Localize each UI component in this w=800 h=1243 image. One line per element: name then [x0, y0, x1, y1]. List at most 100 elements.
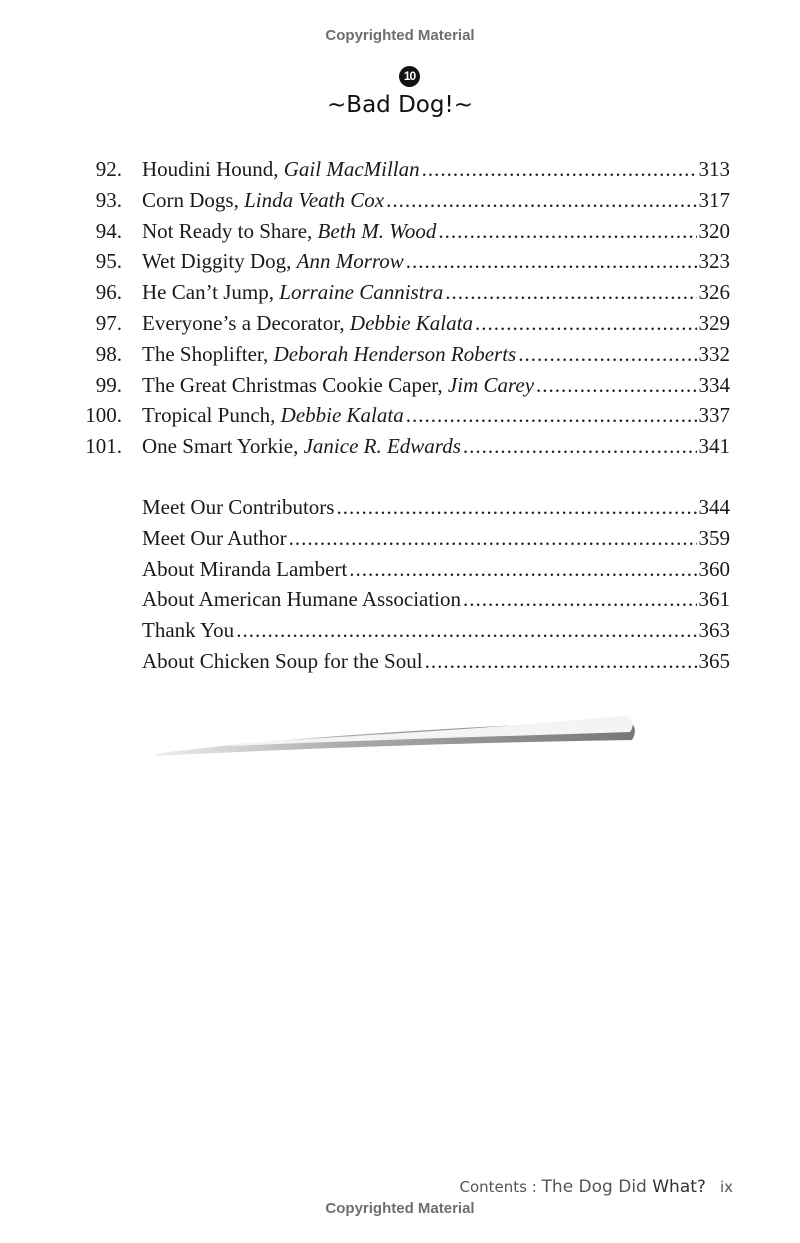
entry-title: He Can’t Jump, Lorraine Cannistra	[142, 280, 443, 305]
dot-leader	[536, 373, 696, 398]
entry-page: 337	[698, 403, 731, 428]
dot-leader	[518, 342, 696, 367]
entry-page: 361	[698, 587, 731, 612]
entry-title-text: The Great Christmas Cookie Caper,	[142, 372, 448, 397]
entry-page: 326	[698, 280, 731, 305]
entry-number: 98.	[95, 341, 122, 366]
dot-leader	[438, 219, 696, 244]
entry-page: 332	[698, 341, 731, 366]
entry-title: Not Ready to Share, Beth M. Wood	[142, 219, 436, 244]
dot-leader	[336, 495, 696, 520]
dot-leader	[236, 618, 696, 643]
entry-title-text: Houdini Hound,	[142, 157, 284, 181]
entry-number: 95.	[95, 249, 122, 274]
entry-number: 99.	[95, 372, 122, 397]
chapter-title: ~Bad Dog!~	[327, 92, 473, 118]
entry-page: 341	[698, 434, 731, 459]
toc-backmatter-entry: About American Humane Association 361	[80, 587, 730, 618]
toc-backmatter-entry: Meet Our Contributors 344	[80, 495, 730, 526]
entry-page: 317	[698, 187, 731, 212]
entry-number: 97.	[95, 310, 122, 335]
entry-title: The Great Christmas Cookie Caper, Jim Ca…	[142, 373, 534, 398]
entry-title: Wet Diggity Dog, Ann Morrow	[142, 249, 404, 274]
toc-entry: 96. He Can’t Jump, Lorraine Cannistra 326	[80, 280, 730, 311]
toc-entry: 93. Corn Dogs, Linda Veath Cox 317	[80, 188, 730, 219]
entry-title: Everyone’s a Decorator, Debbie Kalata	[142, 311, 473, 336]
entry-title-text: One Smart Yorkie,	[142, 434, 304, 459]
entry-title-text: Tropical Punch,	[142, 403, 281, 428]
entry-author: Janice R. Edwards	[303, 434, 461, 459]
dot-leader	[406, 249, 697, 274]
toc-backmatter-entry: Meet Our Author 359	[80, 526, 730, 557]
toc-entry: 98. The Shoplifter, Deborah Henderson Rob…	[80, 342, 730, 373]
toc-entry: 94. Not Ready to Share, Beth M. Wood 320	[80, 219, 730, 250]
entry-page: 360	[698, 556, 731, 581]
toc-entry: 92. Houdini Hound, Gail MacMillan 313	[80, 157, 730, 188]
entry-number: 101.	[85, 434, 122, 459]
entry-number: 94.	[95, 218, 122, 243]
brush-stroke-divider	[155, 715, 635, 756]
dot-leader	[463, 434, 697, 459]
dot-leader	[406, 403, 697, 428]
entry-title: Meet Our Author	[142, 525, 287, 550]
entry-title: Tropical Punch, Debbie Kalata	[142, 403, 404, 428]
entry-page: 329	[698, 310, 731, 335]
entry-title-text: Corn Dogs,	[142, 187, 245, 212]
dot-leader	[289, 526, 697, 551]
entry-number: 93.	[95, 187, 122, 212]
entry-title: About American Humane Association	[142, 587, 462, 612]
dot-leader	[475, 311, 697, 336]
entry-page: 344	[698, 495, 731, 519]
dot-leader	[463, 587, 696, 612]
entry-title-text: He Can’t Jump,	[142, 280, 280, 305]
dot-leader	[425, 649, 697, 674]
entry-title-text: Everyone’s a Decorator,	[142, 310, 350, 335]
entry-page: 334	[698, 372, 731, 397]
chapter-number-badge: 10	[399, 66, 420, 87]
copyright-watermark-bottom: Copyrighted Material	[325, 1200, 475, 1217]
entry-author: Lorraine Cannistra	[279, 280, 444, 305]
entry-page: 359	[698, 525, 731, 550]
toc-entry: 100. Tropical Punch, Debbie Kalata 337	[80, 403, 730, 434]
entry-number: 92.	[95, 157, 122, 181]
toc-backmatter-entry: About Chicken Soup for the Soul 365	[80, 649, 730, 680]
entry-title: Thank You	[142, 618, 235, 643]
entry-page: 320	[698, 218, 731, 243]
entry-title: About Miranda Lambert	[142, 556, 348, 581]
footer-book-title: The Dog Did	[541, 1177, 653, 1197]
entry-title: Houdini Hound, Gail MacMillan	[142, 157, 420, 182]
toc-backmatter-entry: Thank You 363	[80, 618, 730, 649]
copyright-watermark-top: Copyrighted Material	[325, 27, 475, 44]
dot-leader	[349, 557, 696, 582]
entry-title-text: The Shoplifter,	[142, 341, 274, 366]
entry-number: 96.	[95, 280, 122, 305]
entry-page: 323	[698, 249, 731, 274]
entry-author: Jim Carey	[447, 372, 535, 397]
toc-backmatter-entry: About Miranda Lambert 360	[80, 557, 730, 588]
entry-author: Debbie Kalata	[280, 403, 404, 428]
entry-author: Gail MacMillan	[283, 157, 420, 181]
entry-author: Debbie Kalata	[349, 310, 473, 335]
entry-author: Deborah Henderson Roberts	[273, 341, 517, 366]
toc-entry: 95. Wet Diggity Dog, Ann Morrow 323	[80, 249, 730, 280]
toc-backmatter: Meet Our Contributors 344 Meet Our Author 3…	[80, 495, 730, 680]
footer-section: Contents :	[459, 1178, 542, 1196]
toc-entry: 101. One Smart Yorkie, Janice R. Edwards 3…	[80, 434, 730, 465]
entry-page: 313	[698, 157, 731, 181]
entry-title: One Smart Yorkie, Janice R. Edwards	[142, 434, 461, 459]
entry-title-text: Wet Diggity Dog,	[142, 249, 297, 274]
entry-author: Beth M. Wood	[317, 218, 437, 243]
entry-page: 365	[698, 648, 731, 673]
footer-book-title-end: What?	[652, 1177, 706, 1197]
entry-title: The Shoplifter, Deborah Henderson Robert…	[142, 342, 516, 367]
entry-page: 363	[698, 618, 731, 643]
entry-number: 100.	[85, 403, 122, 428]
entry-author: Ann Morrow	[296, 249, 404, 274]
entry-title: Corn Dogs, Linda Veath Cox	[142, 188, 384, 213]
dot-leader	[386, 188, 696, 213]
running-footer: Contents : The Dog Did What? ix	[459, 1177, 733, 1197]
toc-entries: 92. Houdini Hound, Gail MacMillan 313 93. Co…	[80, 157, 730, 465]
entry-author: Linda Veath Cox	[244, 187, 385, 212]
entry-title: Meet Our Contributors	[142, 495, 335, 519]
